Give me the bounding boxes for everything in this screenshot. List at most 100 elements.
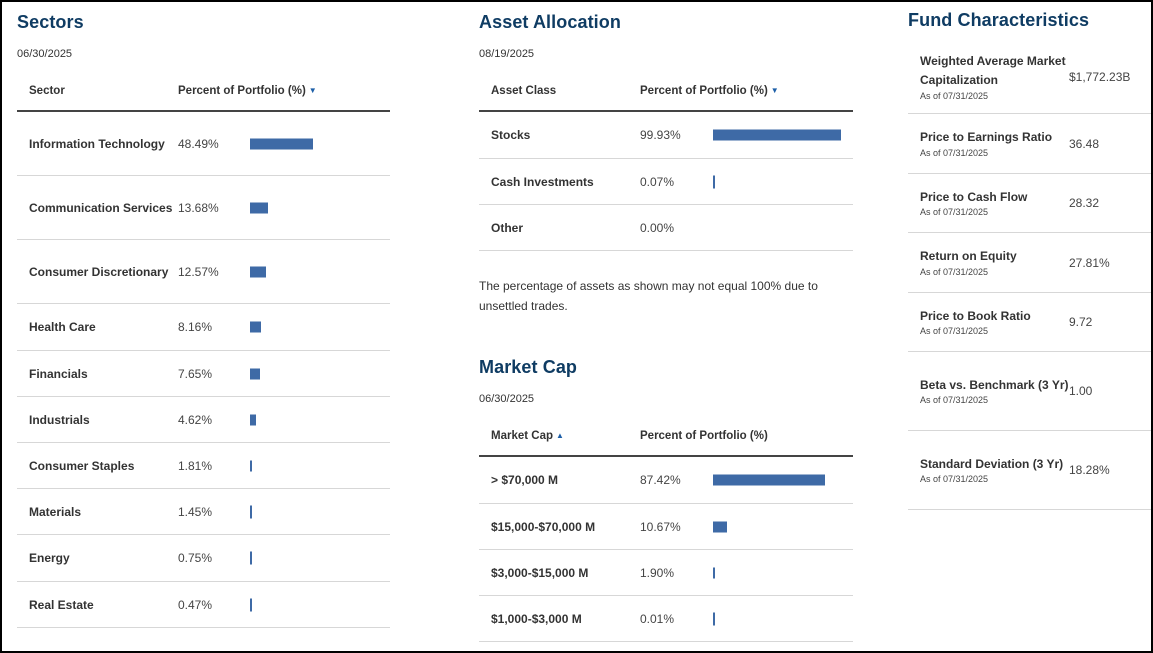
table-row: Health Care 8.16%: [17, 304, 390, 351]
market-cap-rows: > $70,000 M 87.42% $15,000-$70,000 M 10.67%…: [479, 457, 853, 642]
market-cap-percent-column-header[interactable]: Percent of Portfolio (%): [640, 430, 768, 442]
row-label: Health Care: [29, 320, 96, 334]
table-row: Communication Services 13.68%: [17, 176, 390, 240]
bar-track: [250, 138, 390, 149]
characteristic-asof-date: As of 07/31/2025: [920, 90, 989, 101]
asset-rows: Stocks 99.93% Cash Investments 0.07% Other 0.…: [479, 112, 853, 251]
row-label: $15,000-$70,000 M: [491, 519, 596, 534]
asset-class-column-header[interactable]: Asset Class: [491, 85, 557, 97]
characteristic-label: Price to Book Ratio: [920, 308, 1031, 323]
row-percent: 48.49%: [178, 136, 219, 151]
table-row: $15,000-$70,000 M 10.67%: [479, 504, 853, 550]
row-percent: 0.47%: [178, 597, 213, 612]
table-row: Real Estate 0.47%: [17, 582, 390, 628]
row-label: Energy: [29, 551, 70, 565]
characteristic-value: 36.48: [1069, 136, 1100, 151]
asset-allocation-note: The percentage of assets as shown may no…: [479, 279, 818, 313]
market-cap-column-label: Market Cap: [491, 430, 553, 442]
characteristic-label-group: Weighted Average Market Capitalization As…: [908, 52, 1069, 102]
fund-characteristics-list: Weighted Average Market Capitalization As…: [908, 40, 1151, 510]
characteristic-row: Price to Earnings Ratio As of 07/31/2025 3…: [908, 114, 1151, 174]
row-percent: 0.01%: [640, 611, 675, 626]
row-percent: 12.57%: [178, 264, 219, 279]
percent-column-label: Percent of Portfolio (%): [178, 85, 306, 97]
row-percent: 13.68%: [178, 200, 219, 215]
percent-bar: [250, 460, 253, 471]
row-percent: 8.16%: [178, 320, 213, 334]
row-percent: 1.90%: [640, 565, 675, 580]
row-label: Communication Services: [29, 200, 173, 215]
asset-percent-column-header[interactable]: Percent of Portfolio (%) ▼: [640, 85, 779, 97]
percent-bar: [713, 521, 727, 532]
row-percent: 1.45%: [178, 504, 213, 519]
characteristic-row: Price to Cash Flow As of 07/31/2025 28.32: [908, 174, 1151, 233]
fund-characteristics-title: Fund Characteristics: [908, 10, 1090, 30]
asset-allocation-date: 08/19/2025: [479, 48, 535, 60]
sectors-rows: Information Technology 48.49% Communicatio…: [17, 112, 390, 628]
bar-track: [713, 521, 843, 532]
asset-allocation-title: Asset Allocation: [479, 12, 621, 32]
row-label: Real Estate: [29, 597, 94, 612]
characteristic-value: $1,772.23B: [1069, 69, 1131, 84]
row-label: $3,000-$15,000 M: [491, 565, 589, 580]
sectors-date: 06/30/2025: [17, 48, 73, 60]
characteristic-label-group: Price to Book Ratio As of 07/31/2025: [908, 307, 1069, 338]
market-cap-title: Market Cap: [479, 357, 578, 377]
sectors-title: Sectors: [17, 12, 84, 32]
market-cap-column-header[interactable]: Market Cap ▲: [479, 430, 640, 442]
bar-track: [250, 368, 390, 379]
bar-track: [713, 612, 843, 625]
bar-track: [250, 266, 390, 277]
characteristic-value: 9.72: [1069, 315, 1093, 329]
percent-bar: [250, 368, 260, 379]
row-label: Information Technology: [29, 136, 165, 151]
bar-track: [250, 414, 390, 425]
market-cap-table: Market Cap ▲ Percent of Portfolio (%) > $…: [479, 417, 853, 642]
bar-track: [250, 551, 390, 565]
row-percent: 4.62%: [178, 412, 213, 427]
table-row: Industrials 4.62%: [17, 397, 390, 443]
characteristic-value: 18.28%: [1069, 463, 1110, 477]
percent-bar: [713, 129, 841, 141]
characteristic-row: Standard Deviation (3 Yr) As of 07/31/202…: [908, 431, 1151, 510]
percent-bar: [250, 266, 267, 277]
row-percent: 10.67%: [640, 519, 681, 534]
characteristic-asof-date: As of 07/31/2025: [920, 207, 989, 218]
percent-bar: [250, 321, 261, 333]
table-row: $1,000-$3,000 M 0.01%: [479, 596, 853, 642]
characteristic-label-group: Price to Cash Flow As of 07/31/2025: [908, 188, 1069, 219]
characteristic-value: 27.81%: [1069, 255, 1110, 270]
percent-bar: [250, 138, 314, 149]
percent-column-header[interactable]: Percent of Portfolio (%) ▼: [178, 85, 317, 97]
row-label: > $70,000 M: [491, 473, 559, 487]
table-row: Energy 0.75%: [17, 535, 390, 582]
characteristic-asof-date: As of 07/31/2025: [920, 474, 989, 485]
percent-bar: [713, 175, 715, 188]
table-row: Materials 1.45%: [17, 489, 390, 535]
characteristic-label: Return on Equity: [920, 249, 1017, 264]
row-percent: 0.00%: [640, 220, 675, 235]
characteristic-label: Price to Cash Flow: [920, 189, 1028, 204]
characteristic-row: Weighted Average Market Capitalization As…: [908, 40, 1151, 114]
characteristic-label-group: Price to Earnings Ratio As of 07/31/2025: [908, 128, 1069, 159]
percent-bar: [713, 567, 716, 578]
bar-track: [250, 460, 390, 471]
sector-column-header[interactable]: Sector: [29, 85, 65, 97]
table-row: Stocks 99.93%: [479, 112, 853, 159]
percent-bar: [250, 414, 256, 425]
characteristic-row: Price to Book Ratio As of 07/31/2025 9.72: [908, 293, 1151, 352]
sort-desc-icon: ▼: [770, 86, 779, 95]
bar-track: [250, 505, 390, 518]
characteristic-asof-date: As of 07/31/2025: [920, 147, 989, 158]
percent-bar: [250, 505, 252, 518]
percent-bar: [713, 474, 825, 486]
characteristic-asof-date: As of 07/31/2025: [920, 266, 989, 277]
sort-desc-icon: ▼: [308, 86, 317, 95]
table-row: $3,000-$15,000 M 1.90%: [479, 550, 853, 596]
row-label: Materials: [29, 504, 82, 519]
characteristic-label-group: Standard Deviation (3 Yr) As of 07/31/202…: [908, 455, 1069, 486]
characteristic-label: Weighted Average Market Capitalization: [920, 53, 1066, 88]
bar-track: [250, 598, 390, 611]
characteristic-row: Beta vs. Benchmark (3 Yr) As of 07/31/202…: [908, 352, 1151, 431]
asset-table-header: Asset Class Percent of Portfolio (%) ▼: [479, 72, 853, 112]
